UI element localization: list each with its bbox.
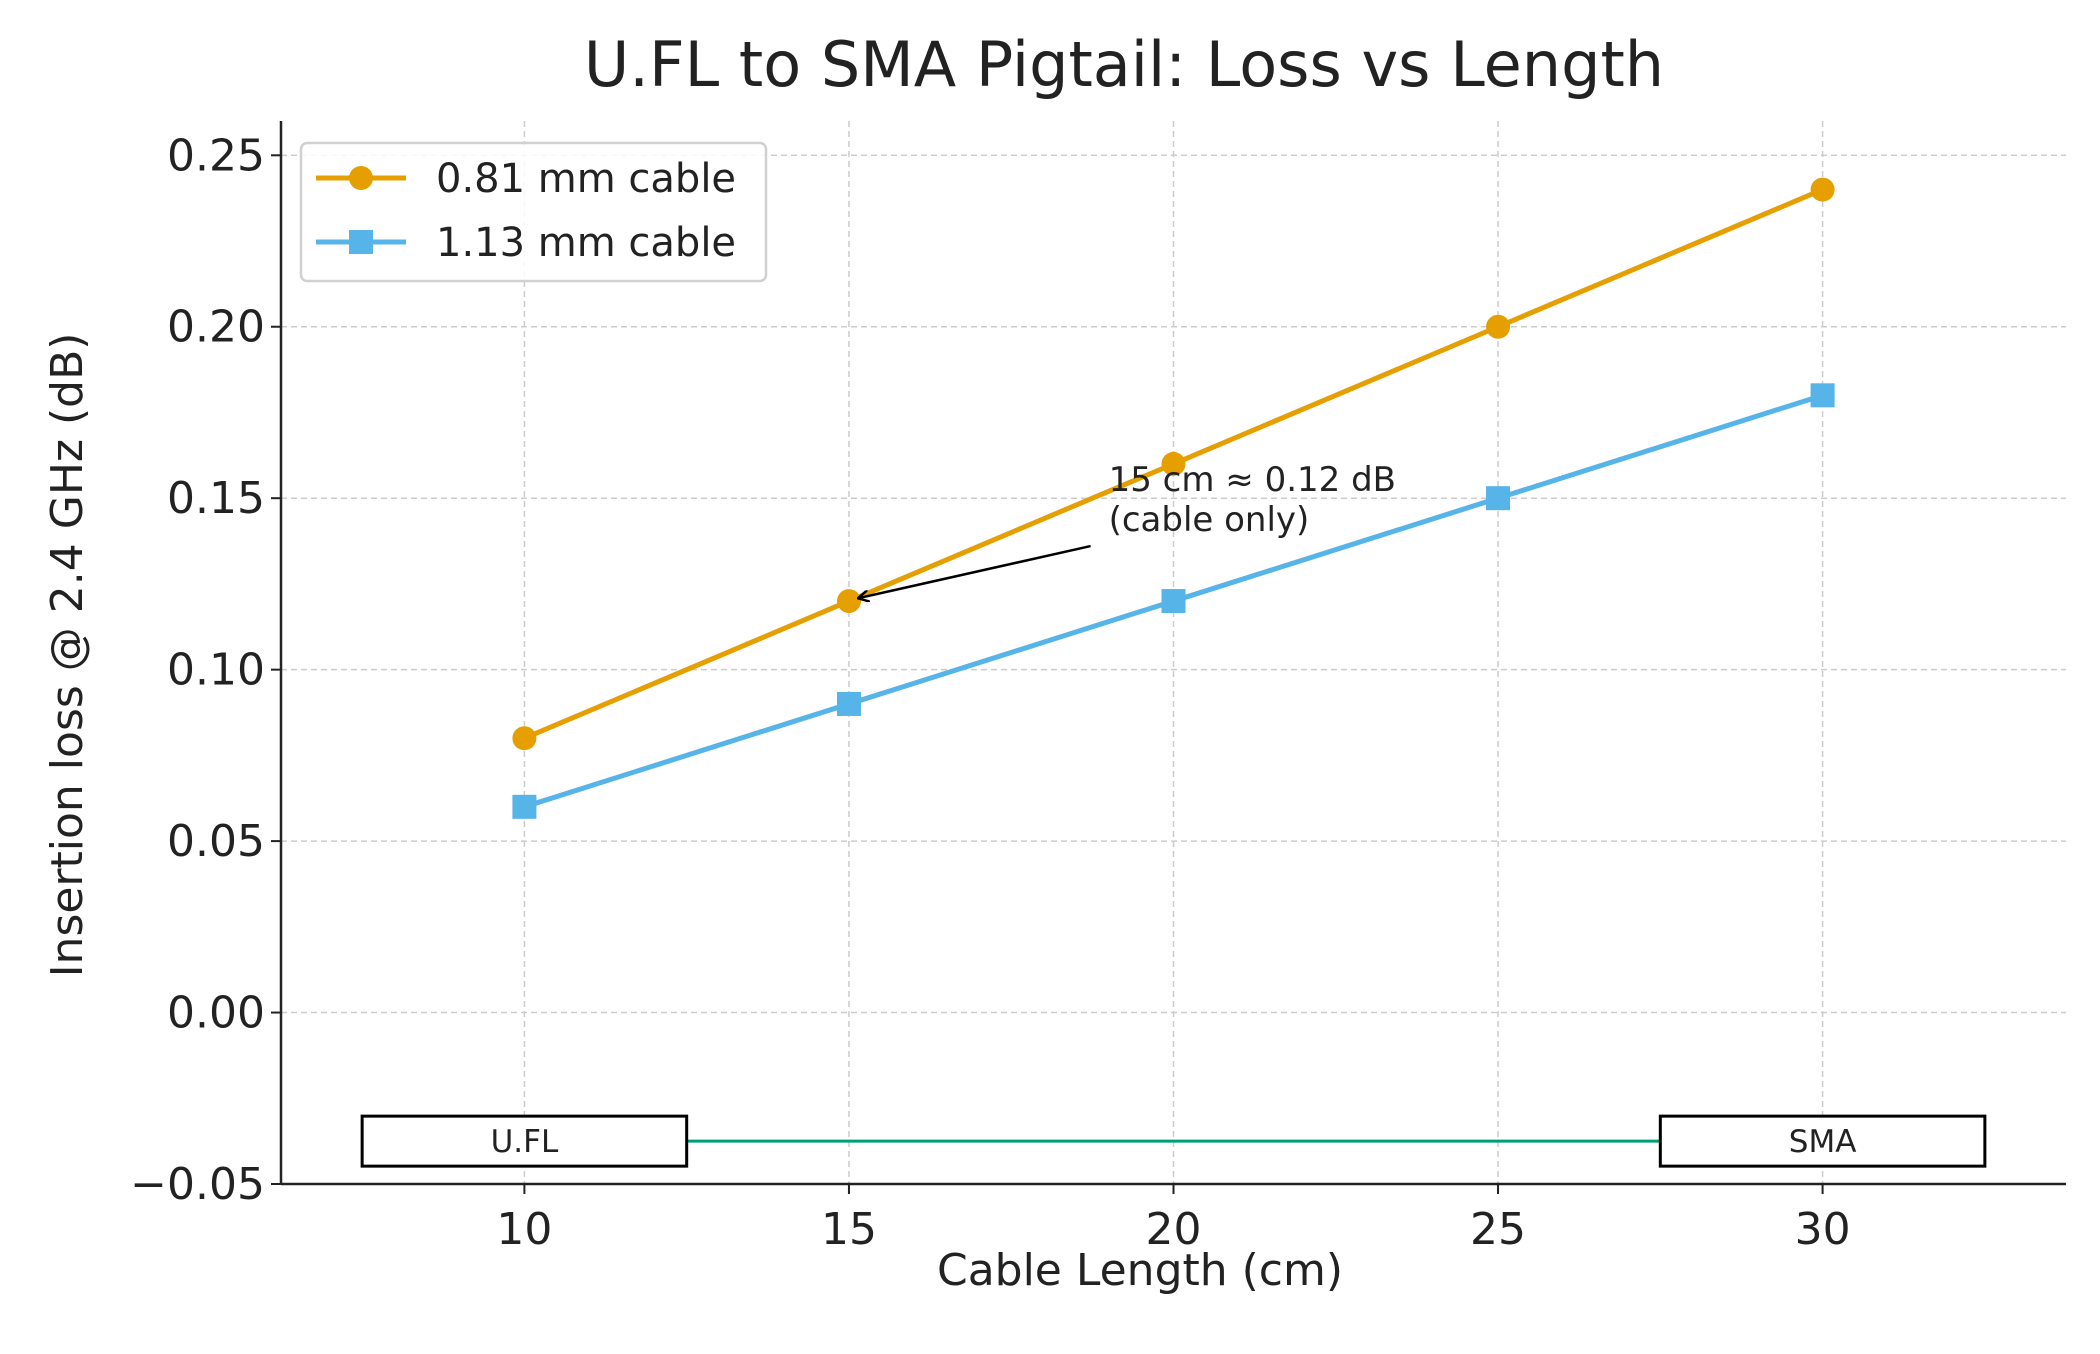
x-tick-label: 30 [1795, 1204, 1851, 1255]
data-point [1810, 383, 1835, 408]
legend-label: 1.13 mm cable [436, 220, 736, 266]
y-tick-label: 0.05 [167, 816, 265, 867]
legend-box [299, 141, 768, 283]
y-tick-label: 0.10 [167, 645, 265, 696]
data-point [1161, 589, 1186, 614]
data-point [1810, 177, 1835, 202]
annotation-arrow [859, 544, 1091, 598]
chart-title: U.FL to SMA Pigtail: Loss vs Length [584, 28, 1664, 101]
data-point [512, 726, 537, 751]
data-point [836, 589, 861, 614]
legend-marker [349, 230, 373, 254]
x-tick-label: 20 [1146, 1204, 1202, 1255]
y-tick-label: 0.00 [167, 988, 265, 1039]
annotation: 15 cm ≈ 0.12 dB(cable only) [859, 460, 1396, 598]
ufl-connector-box-label: U.FL [491, 1124, 559, 1160]
data-point [1161, 451, 1186, 476]
sma-connector-box [1658, 1114, 1987, 1168]
annotation-text: (cable only) [1109, 500, 1310, 540]
axes: 10 15 20 25 30 −0.05 0.00 0.05 0.10 0.15 0.20 0.25 [130, 121, 2066, 1255]
x-tick-label: 25 [1470, 1204, 1526, 1255]
annotation-text: 15 cm ≈ 0.12 dB [1109, 460, 1396, 500]
legend-label: 0.81 mm cable [436, 156, 736, 202]
legend-marker [349, 166, 373, 190]
y-tick-label: 0.25 [167, 130, 265, 181]
y-tick-label: −0.05 [130, 1159, 265, 1210]
x-tick-label: 10 [496, 1204, 552, 1255]
sma-connector-box-label: SMA [1789, 1124, 1857, 1160]
connector-diagram: U.FL SMA [360, 1114, 1987, 1168]
data-point [1486, 486, 1511, 511]
y-tick-label: 0.15 [167, 473, 265, 524]
ufl-connector-box [360, 1114, 689, 1168]
x-tick-label: 15 [821, 1204, 877, 1255]
data-point [512, 794, 537, 819]
series-group [512, 177, 1835, 819]
data-point [836, 691, 861, 716]
data-point [1486, 314, 1511, 339]
y-axis-label: Insertion loss @ 2.4 GHz (dB) [42, 333, 93, 978]
x-axis-label: Cable Length (cm) [937, 1245, 1343, 1296]
y-tick-label: 0.20 [167, 302, 265, 353]
legend: 0.81 mm cable 1.13 mm cable [299, 141, 768, 283]
